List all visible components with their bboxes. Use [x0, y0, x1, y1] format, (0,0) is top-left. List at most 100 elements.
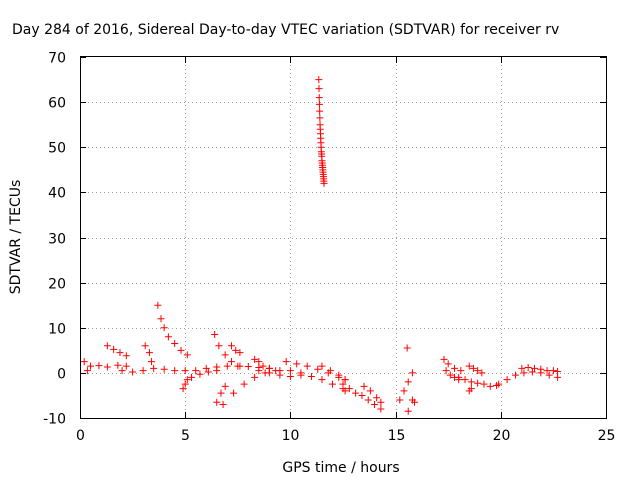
data-point	[297, 369, 305, 377]
data-point	[183, 351, 191, 359]
data-point	[255, 358, 263, 366]
data-point	[545, 371, 553, 379]
data-point	[318, 362, 326, 370]
data-marks	[80, 76, 562, 415]
data-point	[255, 367, 263, 375]
data-point	[335, 371, 343, 379]
series-arc-8	[188, 367, 221, 381]
data-point	[549, 367, 557, 375]
data-point	[377, 405, 385, 413]
data-point	[495, 380, 503, 388]
data-point	[478, 369, 486, 377]
series-arc-6	[179, 376, 191, 393]
series-arc-3	[118, 364, 189, 376]
data-point	[339, 380, 347, 388]
data-point	[341, 376, 349, 384]
data-point	[518, 364, 526, 372]
data-point	[543, 367, 551, 375]
data-point	[314, 365, 322, 373]
axis-ticks: 0 5 10 15 20 25 -10 0 10 20 30 40 50 60 70	[43, 51, 615, 445]
data-point	[80, 358, 88, 366]
data-point	[366, 387, 374, 395]
data-point	[360, 382, 368, 390]
data-point	[358, 391, 366, 399]
series-arc-31	[518, 363, 562, 376]
series-arc-22	[403, 344, 411, 352]
data-point	[345, 385, 353, 393]
data-point	[230, 389, 238, 397]
series-arc-20	[360, 382, 385, 406]
data-point	[404, 378, 412, 386]
series-arc-5	[154, 301, 191, 359]
data-point	[213, 367, 221, 375]
data-point	[221, 351, 229, 359]
x-tick-label: 20	[493, 428, 511, 444]
data-point	[396, 396, 404, 404]
data-point	[467, 378, 475, 386]
data-point	[352, 389, 360, 397]
data-point	[307, 372, 315, 380]
data-point	[118, 367, 126, 375]
x-tick-label: 10	[282, 428, 300, 444]
data-point	[444, 360, 452, 368]
data-point	[411, 398, 419, 406]
data-point	[282, 358, 290, 366]
y-tick-label: 50	[48, 141, 66, 157]
series-arc-25	[440, 355, 465, 375]
data-point	[164, 333, 172, 341]
data-point	[465, 362, 473, 370]
data-point	[227, 342, 235, 350]
data-point	[318, 376, 326, 384]
data-point	[192, 367, 200, 375]
data-point	[364, 396, 372, 404]
data-point	[95, 362, 103, 370]
series-arc-27	[465, 362, 486, 377]
data-point	[530, 364, 538, 372]
series-arc-16	[286, 367, 349, 395]
data-point	[204, 368, 212, 376]
data-point	[244, 363, 252, 371]
y-tick-label: 0	[57, 367, 66, 383]
data-point	[188, 373, 196, 381]
data-point	[265, 369, 273, 377]
data-point	[446, 371, 454, 379]
chart-title: Day 284 of 2016, Sidereal Day-to-day VTE…	[12, 22, 559, 38]
data-point	[236, 362, 244, 370]
data-point	[122, 362, 130, 370]
data-point	[328, 380, 336, 388]
data-point	[83, 367, 91, 375]
data-point	[303, 362, 311, 370]
y-tick-label: -10	[43, 412, 66, 428]
data-point	[171, 367, 179, 375]
data-point	[512, 371, 520, 379]
data-point	[129, 368, 137, 376]
data-point	[236, 349, 244, 357]
data-point	[87, 362, 95, 370]
series-arc-0	[80, 358, 91, 375]
y-tick-label: 40	[48, 186, 66, 202]
data-point	[232, 346, 240, 354]
data-point	[480, 380, 488, 388]
series-arc-23	[404, 407, 412, 415]
data-point	[114, 361, 122, 369]
data-point	[148, 358, 156, 366]
data-point	[141, 342, 149, 350]
x-tick-label: 15	[388, 428, 406, 444]
data-point	[503, 376, 511, 384]
data-point	[217, 389, 225, 397]
data-point	[315, 85, 323, 93]
data-point	[219, 400, 227, 408]
data-point	[320, 179, 328, 187]
data-point	[103, 363, 111, 371]
data-point	[145, 349, 153, 357]
data-point	[400, 387, 408, 395]
data-point	[461, 376, 469, 384]
data-point	[377, 398, 385, 406]
data-point	[315, 94, 323, 102]
data-point	[240, 380, 248, 388]
data-point	[469, 364, 477, 372]
data-point	[179, 385, 187, 393]
data-point	[103, 342, 111, 350]
data-point	[524, 363, 532, 371]
data-point	[293, 360, 301, 368]
